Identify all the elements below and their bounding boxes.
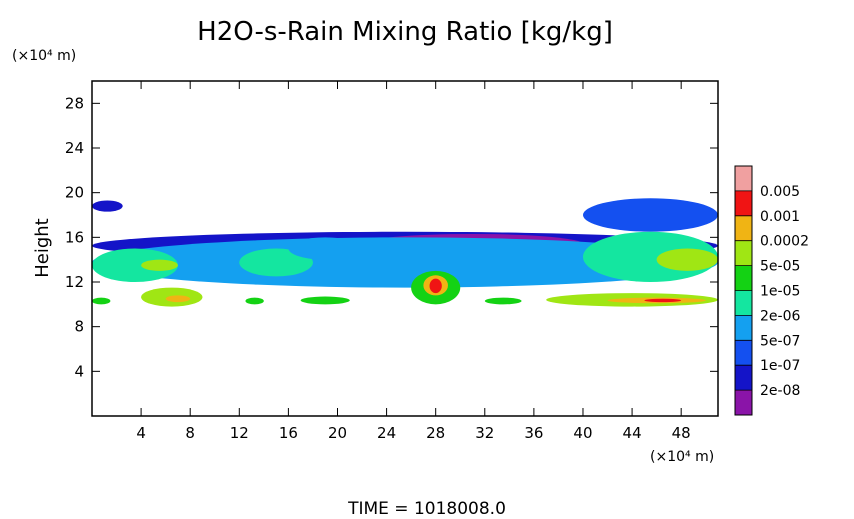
colorbar-swatch	[735, 240, 752, 266]
x-tick-label: 16	[279, 424, 298, 442]
y-tick-label: 24	[65, 139, 84, 157]
x-tick-label: 20	[328, 424, 347, 442]
colorbar-label: 0.0002	[760, 234, 809, 250]
y-tick-label: 16	[65, 228, 84, 246]
heatmap-region	[288, 237, 363, 260]
heatmap-region	[165, 295, 191, 303]
heatmap-region	[141, 259, 178, 271]
colorbar-label: 1e-05	[760, 284, 800, 300]
heatmap-region	[656, 248, 718, 271]
heatmap-region	[92, 248, 178, 282]
x-axis: 4 8 12 16 20 24 28 32 36 40 44 48	[136, 81, 691, 442]
x-tick-label: 36	[524, 424, 543, 442]
y-tick-label: 20	[65, 184, 84, 202]
colorbar-swatch	[735, 315, 752, 341]
heatmap-field	[92, 198, 718, 307]
colorbar-label: 5e-07	[760, 333, 800, 349]
colorbar-swatch	[735, 190, 752, 216]
colorbar-swatch	[735, 340, 752, 366]
x-tick-label: 40	[573, 424, 592, 442]
heatmap-region	[300, 296, 350, 305]
colorbar-swatch	[735, 215, 752, 241]
colorbar-swatch	[735, 265, 752, 291]
y-axis-label: Height	[32, 218, 53, 278]
plot-frame	[91, 80, 719, 417]
x-tick-label: 12	[230, 424, 249, 442]
x-tick-label: 8	[185, 424, 195, 442]
x-tick-label: 44	[623, 424, 642, 442]
colorbar-label: 1e-07	[760, 358, 800, 374]
colorbar-swatch	[735, 390, 752, 415]
heatmap-region	[582, 198, 718, 232]
y-tick-label: 4	[74, 362, 84, 380]
chart-title: H2O-s-Rain Mixing Ratio [kg/kg]	[197, 17, 613, 47]
y-tick-label: 8	[74, 318, 84, 336]
heatmap-region	[644, 298, 682, 303]
y-unit-label: (×10⁴ m)	[12, 48, 76, 64]
colorbar-label: 5e-05	[760, 259, 800, 275]
x-tick-label: 48	[672, 424, 691, 442]
x-tick-label: 4	[136, 424, 146, 442]
x-tick-label: 32	[475, 424, 494, 442]
x-tick-label: 24	[377, 424, 396, 442]
heatmap-region	[92, 297, 111, 305]
x-tick-label: 28	[426, 424, 445, 442]
y-tick-label: 28	[65, 94, 84, 112]
x-unit-label: (×10⁴ m)	[650, 449, 714, 465]
colorbar-label: 2e-08	[760, 383, 800, 399]
time-label: TIME = 1018008.0	[347, 499, 506, 519]
colorbar: 2e-08 1e-07 5e-07 2e-06 1e-05 5e-05 0.0002 0.00…	[734, 165, 809, 416]
colorbar-swatch	[735, 290, 752, 316]
heatmap-region	[245, 297, 264, 305]
colorbar-swatch	[735, 365, 752, 391]
colorbar-swatch	[735, 166, 752, 191]
heatmap-region	[484, 297, 522, 305]
heatmap-region	[429, 278, 442, 294]
colorbar-label: 0.005	[760, 184, 800, 200]
heatmap-region	[92, 237, 718, 288]
y-tick-label: 12	[65, 273, 84, 291]
heatmap-region	[92, 200, 123, 212]
colorbar-label: 2e-06	[760, 308, 800, 324]
colorbar-label: 0.001	[760, 209, 800, 225]
heatmap-region	[239, 248, 313, 277]
y-axis: 4 8 12 16 20 24 28	[65, 94, 718, 380]
